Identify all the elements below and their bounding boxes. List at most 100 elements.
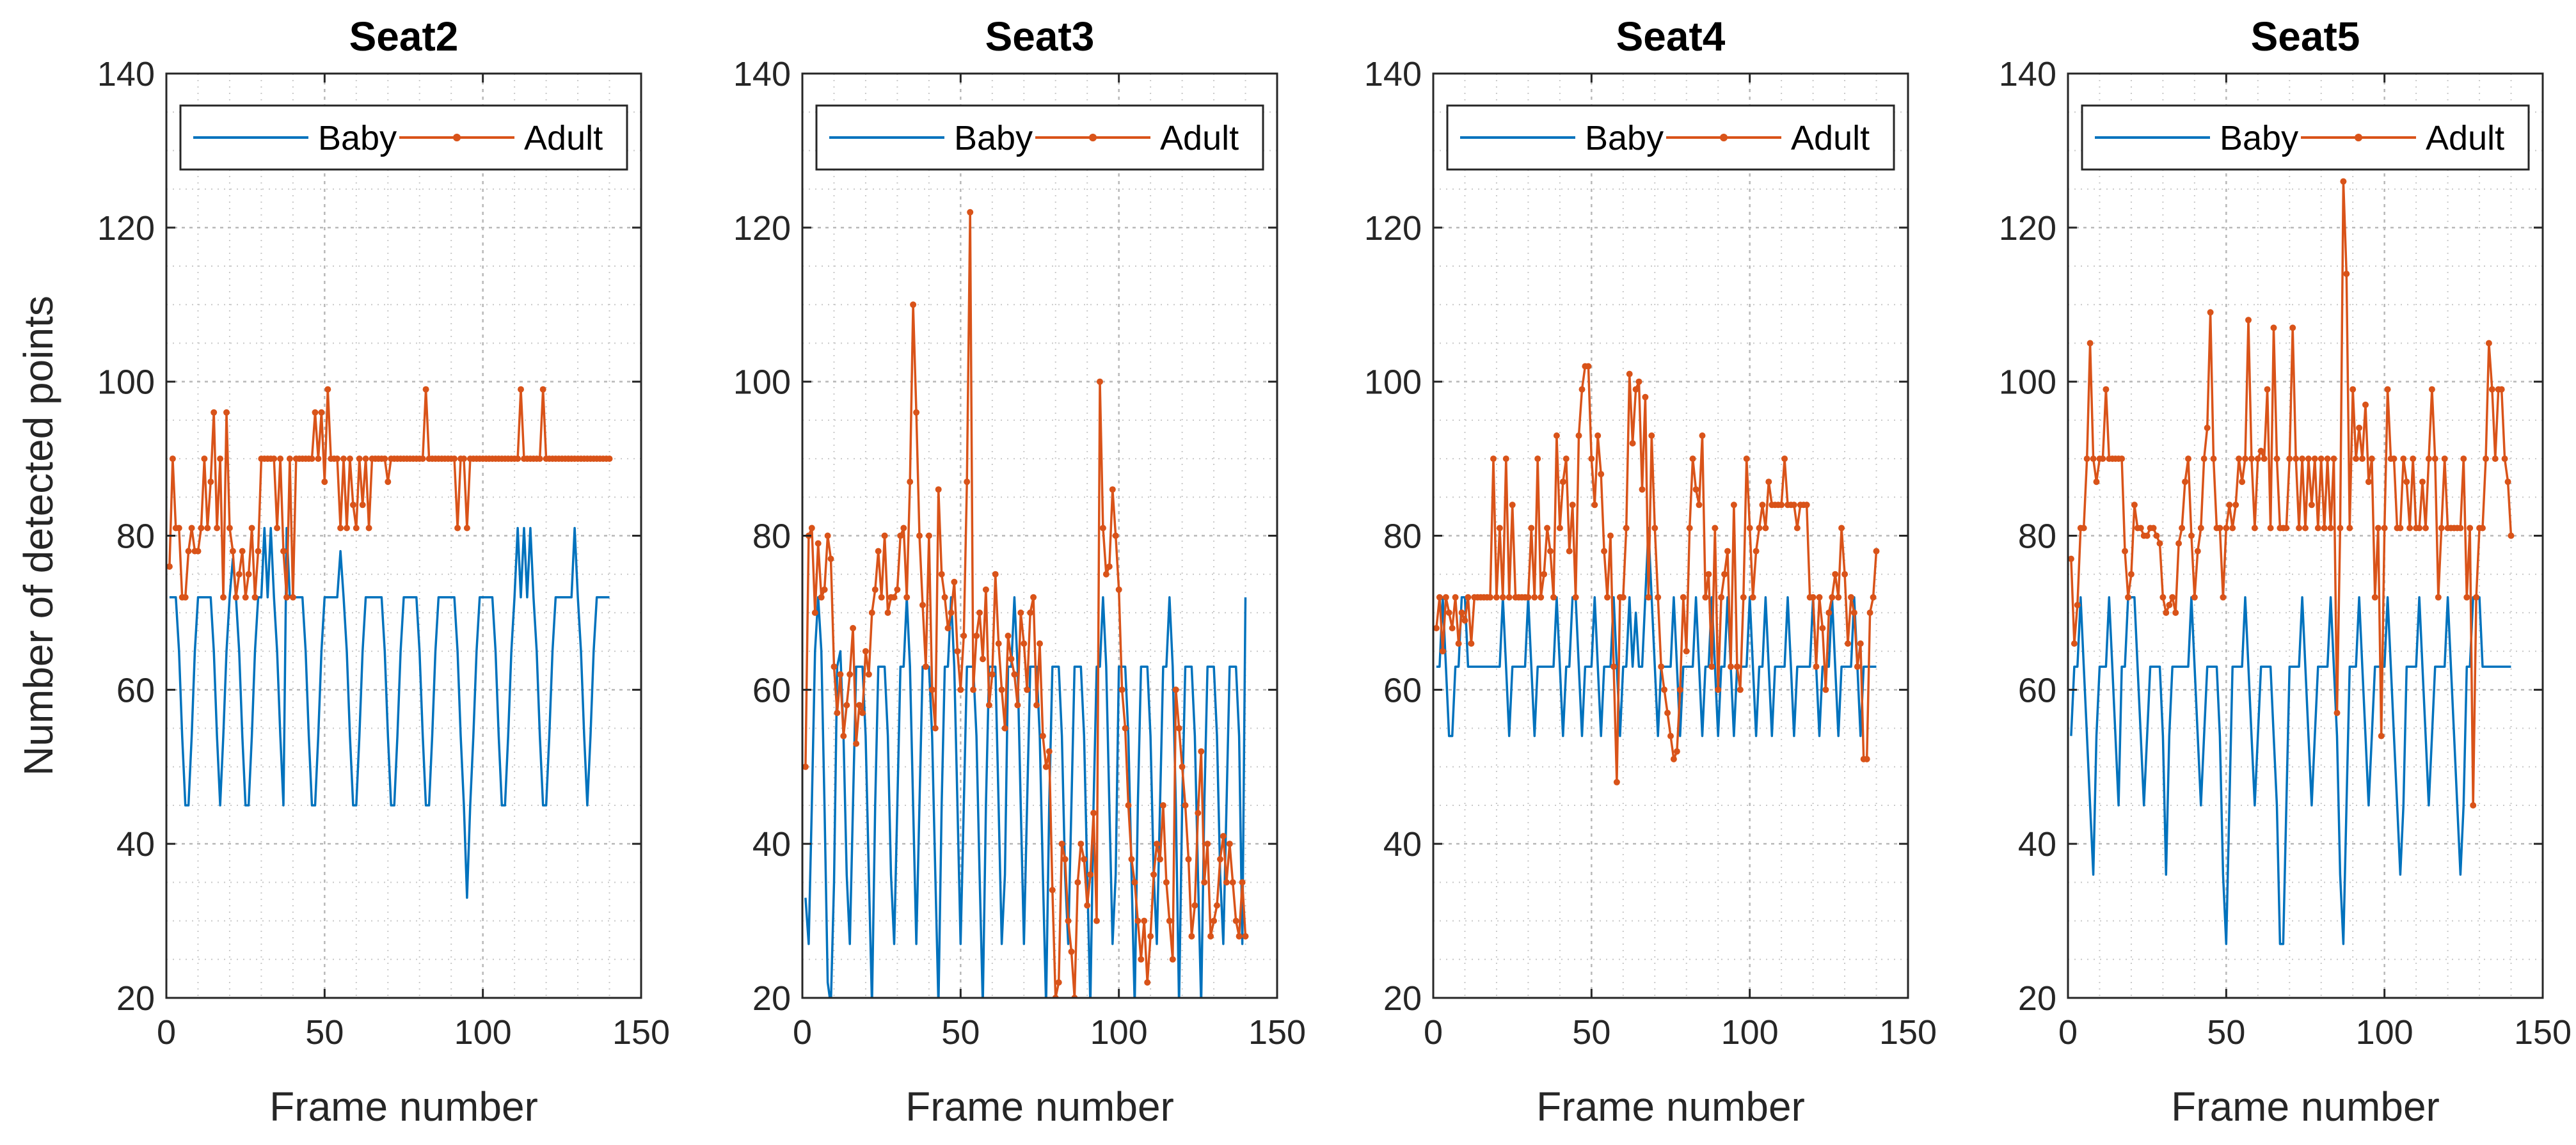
data-point (941, 594, 948, 601)
data-point (1610, 663, 1617, 670)
data-point (2172, 609, 2179, 616)
data-point (1229, 879, 1236, 886)
data-point (1033, 702, 1040, 709)
data-point (1106, 563, 1113, 570)
data-point (2239, 478, 2246, 486)
data-point (2087, 340, 2094, 347)
data-point (204, 525, 211, 532)
data-point (1848, 594, 1854, 601)
data-point (1619, 594, 1626, 601)
data-point (1077, 841, 1085, 848)
data-point (1585, 363, 1592, 370)
data-point (1157, 856, 1163, 863)
data-point (2236, 455, 2243, 462)
data-point (903, 594, 910, 601)
data-point (2185, 455, 2191, 462)
data-point (1182, 802, 1189, 809)
data-point (283, 594, 290, 601)
data-point (2314, 525, 2321, 532)
data-point (2422, 525, 2429, 532)
data-point (919, 601, 926, 608)
data-point (1749, 594, 1756, 601)
data-point (312, 409, 319, 416)
data-point (938, 571, 945, 578)
data-point (2131, 501, 2138, 509)
x-tick-label: 100 (1090, 1013, 1148, 1052)
data-point (856, 702, 863, 709)
chart-title: Seat3 (985, 13, 1095, 59)
data-point (1154, 841, 1160, 848)
data-point (1689, 455, 1696, 462)
data-point (2153, 532, 2160, 539)
data-point (1037, 640, 1043, 647)
data-point (1223, 879, 1230, 886)
data-point (1664, 709, 1671, 716)
data-point (324, 386, 331, 393)
data-point (1673, 748, 1680, 755)
data-point (315, 455, 322, 462)
y-tick-label: 100 (1364, 363, 1422, 402)
x-tick-label: 100 (1721, 1013, 1779, 1052)
data-point (853, 740, 860, 747)
data-point (211, 409, 218, 416)
y-tick-label: 60 (2018, 671, 2056, 709)
data-point (1433, 625, 1440, 631)
data-point (1211, 917, 1218, 924)
data-point (1683, 648, 1690, 655)
data-point (1159, 802, 1166, 809)
data-point (2163, 609, 2170, 616)
data-point (1144, 979, 1151, 986)
data-point (2156, 540, 2163, 547)
data-point (1667, 732, 1674, 739)
data-point (1822, 686, 1829, 693)
data-point (1166, 917, 1173, 924)
data-point (1017, 609, 1024, 616)
data-point (182, 594, 189, 601)
series-baby (2070, 596, 2511, 945)
data-point (1746, 525, 1753, 532)
data-point (1236, 933, 1243, 940)
data-point (1452, 594, 1459, 601)
data-point (1147, 933, 1154, 940)
data-point (2289, 324, 2296, 331)
data-point (1493, 594, 1500, 601)
chart-title: Seat4 (1616, 13, 1726, 59)
data-point (1651, 525, 1658, 532)
legend-label-adult: Adult (1160, 119, 1239, 157)
data-point (2216, 525, 2223, 532)
data-point (815, 540, 822, 547)
data-point (2334, 709, 2341, 716)
data-point (1531, 594, 1538, 601)
data-point (2296, 525, 2303, 532)
series-baby (169, 526, 610, 899)
data-point (837, 671, 844, 678)
data-point (1039, 732, 1046, 739)
legend-marker-adult (453, 134, 461, 141)
data-point (334, 455, 341, 462)
data-point (922, 663, 929, 670)
data-point (2270, 324, 2277, 331)
data-point (1534, 455, 1541, 462)
series-adult (2068, 178, 2515, 809)
data-point (2410, 455, 2417, 462)
data-point (1556, 525, 1563, 532)
data-point (1150, 871, 1157, 878)
data-point (2083, 455, 2090, 462)
data-point (2261, 455, 2268, 462)
x-tick-label: 0 (2058, 1013, 2078, 1052)
data-point (1445, 609, 1452, 616)
data-point (1134, 917, 1141, 924)
data-point (1642, 393, 1649, 400)
data-point (957, 686, 964, 693)
data-point (1712, 525, 1719, 532)
y-tick-label: 20 (2018, 979, 2056, 1018)
data-point (1680, 594, 1687, 601)
data-point (1021, 640, 1028, 647)
data-point (239, 548, 246, 555)
data-point (286, 455, 293, 462)
data-point (1645, 594, 1652, 601)
data-point (2311, 455, 2318, 462)
data-point (2349, 386, 2357, 393)
data-point (2200, 455, 2207, 462)
data-point (337, 525, 344, 532)
